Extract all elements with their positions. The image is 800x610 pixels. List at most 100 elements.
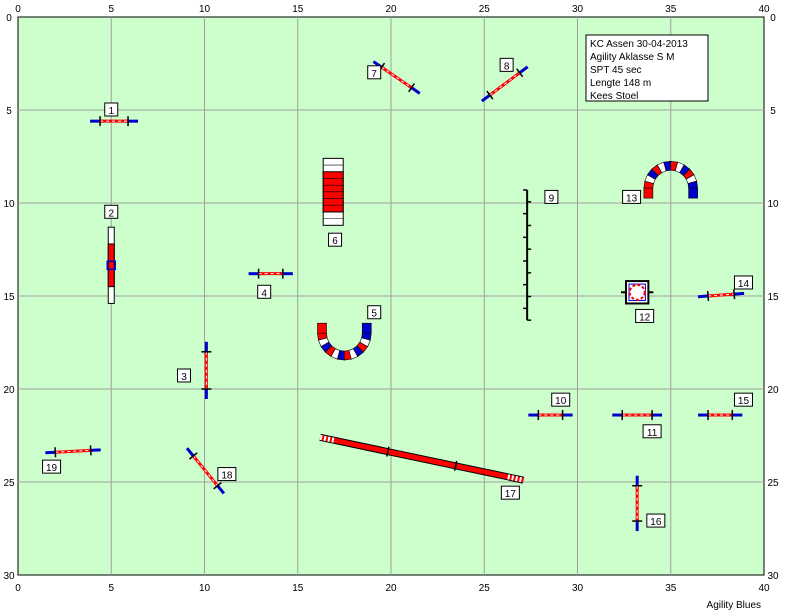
hurdle-bar-stripes	[381, 66, 412, 89]
obstacle-13: 13	[622, 160, 698, 204]
obstacle-11: 11	[612, 410, 663, 439]
info-event: KC Assen 30-04-2013	[590, 39, 688, 50]
obstacle-number: 3	[181, 372, 187, 383]
obstacle-number-box	[104, 204, 119, 219]
obstacle-number: 6	[332, 236, 338, 247]
y-tick-left: 10	[3, 199, 15, 210]
obstacle-number: 7	[371, 69, 377, 80]
x-tick-bottom: 0	[15, 583, 21, 594]
info-length: Lengte 148 m	[590, 78, 651, 89]
hurdle-upright	[213, 481, 222, 490]
hurdle-bar-stripes	[708, 293, 735, 297]
obstacle-7: 7	[367, 60, 421, 95]
obstacle-number-box	[544, 189, 559, 204]
y-tick-right: 20	[767, 385, 779, 396]
x-tick-top: 30	[572, 4, 584, 15]
info-judge: Kees Stoel	[590, 91, 638, 102]
x-tick-top: 10	[199, 4, 211, 15]
x-tick-top: 15	[292, 4, 304, 15]
y-tick-right: 0	[770, 13, 776, 24]
obstacle-number: 16	[650, 517, 662, 528]
obstacle-number-box	[642, 424, 662, 439]
tunnel-end-left	[643, 187, 654, 199]
x-tick-bottom: 40	[758, 583, 770, 594]
y-tick-left: 30	[3, 571, 15, 582]
hurdle-upright	[54, 447, 57, 458]
obstacle-number: 1	[108, 106, 114, 117]
y-tick-right: 10	[767, 199, 779, 210]
x-tick-top: 25	[479, 4, 491, 15]
hurdle-bar-stripes	[489, 72, 520, 96]
obstacle-6: 6	[322, 157, 344, 247]
dogwalk-joint	[386, 446, 390, 457]
obstacle-number-box	[257, 284, 272, 299]
obstacle-number: 12	[639, 312, 651, 323]
x-tick-top: 5	[108, 4, 114, 15]
hurdle-upright	[706, 290, 710, 302]
y-tick-left: 15	[3, 292, 15, 303]
dogwalk-joint	[453, 460, 458, 471]
obstacle-9: 9	[523, 189, 559, 321]
dogwalk-contact-end	[507, 474, 524, 483]
y-tick-right: 5	[770, 106, 776, 117]
obstacle-number: 5	[371, 309, 377, 320]
obstacle-number: 8	[504, 61, 510, 72]
obstacle-10: 10	[528, 392, 573, 421]
x-tick-bottom: 15	[292, 583, 304, 594]
footer-brand: Agility Blues	[707, 600, 761, 610]
obstacle-number: 10	[555, 396, 567, 407]
obstacle-number: 19	[46, 463, 58, 474]
obstacle-3: 3	[176, 341, 212, 399]
tunnel-end-right	[688, 187, 698, 199]
obstacle-2: 2	[104, 204, 119, 304]
obstacle-number: 18	[221, 471, 233, 482]
info-class: Agility Aklasse S M	[590, 52, 674, 63]
obstacle-number-box	[733, 275, 753, 290]
x-tick-top: 35	[665, 4, 677, 15]
y-tick-left: 5	[6, 106, 12, 117]
hurdle-bar-stripes	[192, 455, 218, 487]
dogwalk-plank	[319, 434, 524, 483]
info-box: KC Assen 30-04-2013 Agility Aklasse S M …	[585, 34, 709, 102]
x-tick-bottom: 25	[479, 583, 491, 594]
obstacle-number-box	[499, 57, 514, 72]
obstacle-number: 2	[108, 208, 114, 219]
x-tick-bottom: 10	[199, 583, 211, 594]
obstacle-18: 18	[185, 447, 237, 495]
pivot-marker	[106, 260, 116, 271]
obstacle-number-box	[733, 392, 753, 407]
tunnel-end-right	[361, 322, 372, 334]
obstacle-number: 13	[626, 193, 638, 204]
obstacle-number-box	[500, 485, 520, 500]
y-tick-left: 0	[6, 13, 12, 24]
obstacle-number-box	[367, 305, 382, 320]
obstacle-number: 17	[505, 489, 517, 500]
obstacle-number-box	[104, 102, 119, 117]
obstacle-number: 11	[647, 428, 658, 439]
obstacle-number-box	[42, 459, 62, 474]
x-tick-bottom: 20	[385, 583, 397, 594]
obstacle-number-box	[635, 308, 655, 323]
hurdle-upright	[408, 83, 415, 93]
hurdle-upright	[516, 68, 524, 78]
obstacle-number-box	[646, 513, 666, 528]
obstacle-number: 15	[738, 396, 750, 407]
obstacle-number-box	[176, 368, 191, 383]
obstacle-number: 14	[738, 279, 750, 290]
x-tick-top: 40	[758, 4, 770, 15]
hurdle-upright	[89, 445, 92, 456]
table-ring	[628, 283, 646, 301]
obstacle-4: 4	[248, 268, 293, 299]
obstacle-16: 16	[632, 475, 666, 532]
obstacle-15: 15	[698, 392, 753, 421]
x-tick-top: 0	[15, 4, 21, 15]
x-tick-bottom: 30	[572, 583, 584, 594]
obstacle-number-box	[551, 392, 571, 407]
obstacle-number: 4	[261, 288, 267, 299]
y-tick-left: 20	[3, 385, 15, 396]
x-tick-top: 20	[385, 4, 397, 15]
y-tick-right: 30	[767, 571, 779, 582]
obstacle-5: 5	[317, 305, 382, 361]
y-tick-right: 15	[767, 292, 779, 303]
